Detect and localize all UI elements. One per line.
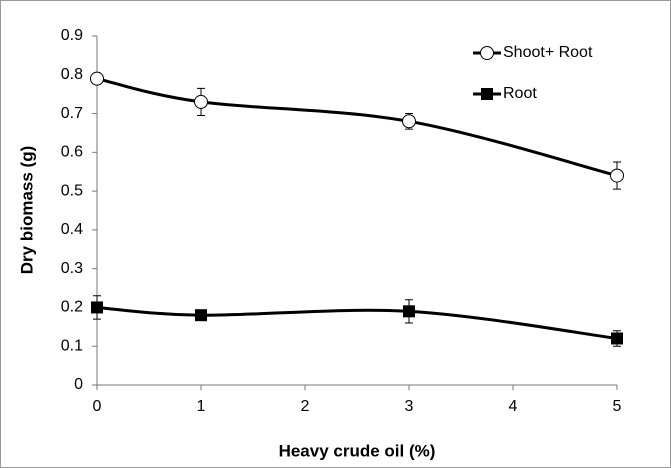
- y-axis-title: Dry biomass (g): [17, 146, 36, 274]
- marker: [402, 114, 416, 129]
- marker: [91, 301, 103, 314]
- x-tick-label: 0: [93, 398, 102, 415]
- x-tick-label: 3: [405, 398, 414, 415]
- x-tick-label: 4: [509, 398, 518, 415]
- y-tick-label: 0.4: [61, 221, 83, 238]
- series-line: [96, 305, 618, 340]
- x-tick-label: 2: [301, 398, 310, 415]
- marker: [610, 168, 624, 183]
- marker: [90, 71, 104, 86]
- legend-label: Shoot+ Root: [503, 44, 593, 61]
- y-tick-label: 0.6: [61, 144, 83, 161]
- marker: [194, 94, 208, 109]
- y-tick-label: 0: [74, 376, 83, 393]
- series-line: [96, 77, 618, 178]
- y-tick-label: 0.8: [61, 66, 83, 83]
- y-tick-label: 0.3: [61, 260, 83, 277]
- y-tick-label: 0.5: [61, 182, 83, 199]
- marker: [480, 46, 494, 60]
- x-tick-label: 5: [613, 398, 622, 415]
- x-tick-label: 1: [197, 398, 206, 415]
- marker: [195, 309, 207, 322]
- marker: [611, 332, 623, 345]
- marker: [403, 305, 415, 318]
- y-tick-label: 0.7: [61, 105, 83, 122]
- y-tick-label: 0.2: [61, 299, 83, 316]
- y-tick-label: 0.9: [61, 27, 83, 44]
- y-tick-label: 0.1: [61, 337, 83, 354]
- marker: [481, 88, 493, 100]
- legend-label: Root: [503, 85, 537, 102]
- x-axis-title: Heavy crude oil (%): [279, 441, 436, 460]
